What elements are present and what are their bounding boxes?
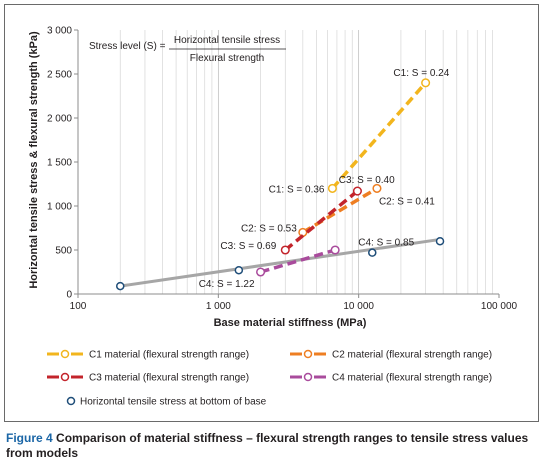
formula-denominator: Flexural strength	[190, 53, 264, 64]
annotation-label: C3: S = 0.69	[220, 241, 276, 252]
series-line-c4	[260, 248, 336, 274]
tensile-stress-point	[115, 281, 125, 291]
x-tick-label: 1 000	[206, 301, 231, 312]
formula-box: Stress level (S) = Horizontal tensile st…	[89, 35, 286, 64]
y-tick-label: 500	[55, 246, 72, 257]
series-lines	[115, 78, 445, 291]
y-axis-title: Horizontal tensile stress & flexural str…	[28, 31, 40, 289]
series-line-c1	[331, 81, 427, 190]
figure-label: Figure 4	[6, 431, 53, 445]
annotation-label: C2: S = 0.41	[379, 196, 435, 207]
annotation-label: C1: S = 0.24	[393, 68, 449, 79]
annotation-label: C4: S = 0.85	[358, 238, 414, 249]
annotation-label: C2: S = 0.53	[241, 223, 297, 234]
y-tick-label: 1 500	[47, 158, 72, 169]
legend-marker	[60, 372, 70, 382]
series-line-c2	[301, 186, 378, 234]
figure-frame: 0 500 1 000 1 500 2 000 2 500 3 000 100 1 000 10 …	[4, 4, 539, 422]
x-axis-title: Base material stiffness (MPa)	[214, 317, 367, 329]
tensile-stress-point	[435, 236, 445, 246]
annotation-label: C4: S = 1.22	[199, 279, 255, 290]
x-tick-label: 10 000	[343, 301, 374, 312]
legend-marker	[60, 349, 70, 359]
legend-label: C3 material (flexural strength range)	[89, 373, 249, 384]
series-point-c1	[327, 183, 337, 193]
series-point-c3	[280, 245, 290, 255]
legend: C1 material (flexural strength range) C2 …	[47, 350, 492, 408]
series-point-c1	[421, 78, 431, 88]
series-point-c4	[330, 245, 340, 255]
x-tick-label: 100 000	[481, 301, 518, 312]
series-point-c2	[372, 183, 382, 193]
y-tick-label: 1 000	[47, 202, 72, 213]
y-tick-label: 0	[66, 290, 72, 301]
y-tick-label: 3 000	[47, 26, 72, 37]
figure-caption: Figure 4 Comparison of material stiffnes…	[6, 431, 536, 461]
annotations: C1: S = 0.24 C1: S = 0.36 C3: S = 0.40 C2: …	[199, 68, 450, 290]
series-point-c4	[256, 267, 266, 277]
figure-caption-text: Comparison of material stiffness – flexu…	[6, 431, 529, 460]
legend-marker	[303, 349, 313, 359]
legend-label: C2 material (flexural strength range)	[332, 350, 492, 361]
tensile-stress-point	[368, 248, 377, 257]
formula-lhs: Stress level (S) =	[89, 41, 166, 52]
formula-numerator: Horizontal tensile stress	[174, 35, 280, 46]
legend-label: C1 material (flexural strength range)	[89, 350, 249, 361]
x-tick-label: 100	[70, 301, 87, 312]
series-point-c2	[298, 227, 308, 237]
tensile-stress-point	[234, 265, 244, 275]
trend-line	[120, 237, 441, 288]
legend-marker	[66, 396, 76, 406]
chart: 0 500 1 000 1 500 2 000 2 500 3 000 100 1 000 10 …	[28, 26, 518, 408]
annotation-label: C3: S = 0.40	[339, 175, 395, 186]
series-point-c3	[352, 186, 362, 196]
legend-label: C4 material (flexural strength range)	[332, 373, 492, 384]
series-line-c3	[284, 189, 359, 252]
legend-marker	[303, 372, 313, 382]
axes: 0 500 1 000 1 500 2 000 2 500 3 000 100 1 000 10 …	[47, 26, 518, 313]
y-tick-label: 2 000	[47, 114, 72, 125]
annotation-label: C1: S = 0.36	[269, 184, 325, 195]
legend-label: Horizontal tensile stress at bottom of b…	[80, 397, 267, 408]
y-tick-label: 2 500	[47, 70, 72, 81]
